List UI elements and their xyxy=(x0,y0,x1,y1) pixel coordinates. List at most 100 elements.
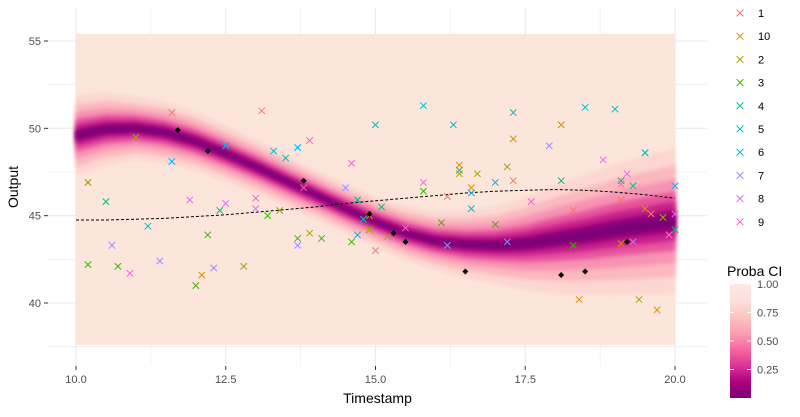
colorbar-tick-label: 1.00 xyxy=(757,279,778,291)
cross-stroke xyxy=(491,178,499,187)
scatter-point-2 xyxy=(276,206,284,214)
scatter-point-6 xyxy=(467,189,475,197)
cross-stroke xyxy=(509,135,517,143)
cross-stroke xyxy=(443,241,451,249)
legend-item-9: 9 xyxy=(736,217,764,229)
scatter-point-2 xyxy=(659,213,667,221)
scatter-point-5 xyxy=(144,222,152,230)
legend-key-stroke xyxy=(736,125,744,133)
scatter-point-3 xyxy=(294,234,302,242)
legend-label: 2 xyxy=(758,54,764,66)
legend-key-stroke xyxy=(736,55,744,64)
cross-stroke xyxy=(671,210,679,218)
legend-item-1: 1 xyxy=(736,8,764,20)
legend-label: 1 xyxy=(758,8,764,20)
scatter-point-9 xyxy=(252,194,260,202)
legend-key-stroke xyxy=(736,32,744,40)
scatter-point-1 xyxy=(569,206,577,214)
legend-item-3: 3 xyxy=(736,78,764,90)
y-axis-title: Output xyxy=(5,166,21,208)
cross-stroke xyxy=(156,257,164,265)
cross-stroke xyxy=(419,102,427,110)
cross-stroke xyxy=(294,241,302,249)
x-axis-title: Timestamp xyxy=(343,390,412,406)
cross-stroke xyxy=(401,224,410,232)
legend-label: 4 xyxy=(758,101,764,113)
cross-stroke xyxy=(629,182,637,190)
y-tick-label: 50 xyxy=(29,123,41,135)
scatter-point-2 xyxy=(455,170,463,178)
cross-stroke xyxy=(126,269,134,277)
cross-stroke xyxy=(294,143,302,152)
observed-points xyxy=(174,127,631,279)
legend-label: 6 xyxy=(758,147,764,159)
cross-stroke xyxy=(252,194,260,202)
legend-label: 7 xyxy=(758,170,764,182)
scatter-point-4 xyxy=(557,177,565,185)
scatter-point-8 xyxy=(126,269,134,277)
cross-stroke xyxy=(186,196,194,204)
scatter-point-5 xyxy=(371,121,380,129)
scatter-point-3 xyxy=(419,187,427,195)
scatter-point-8 xyxy=(222,199,230,207)
scatter-point-1 xyxy=(617,196,625,204)
scatter-point-1 xyxy=(168,109,176,117)
cross-stroke xyxy=(617,240,625,248)
scatter-point-10 xyxy=(617,240,625,248)
scatter-point-2 xyxy=(473,170,481,178)
scatter-points xyxy=(84,102,679,314)
scatter-point-7 xyxy=(545,142,553,150)
scatter-point-7 xyxy=(294,241,302,249)
cross-stroke xyxy=(503,238,511,246)
scatter-point-5 xyxy=(282,154,290,162)
cross-stroke xyxy=(282,154,290,162)
colorbar-legend: Proba CI 0.25 0.50 0.75 1.00 xyxy=(727,263,782,398)
colorbar-tick-label: 0.25 xyxy=(757,365,778,377)
cross-stroke xyxy=(114,262,122,270)
cross-stroke xyxy=(222,199,230,207)
scatter-point-4 xyxy=(455,166,463,174)
scatter-point-2 xyxy=(383,233,392,241)
scatter-point-7 xyxy=(443,241,451,249)
cross-stroke xyxy=(665,231,673,239)
cross-stroke xyxy=(108,241,116,249)
cross-stroke xyxy=(102,198,110,206)
scatter-point-4 xyxy=(629,182,637,190)
cross-stroke xyxy=(467,184,475,192)
scatter-point-10 xyxy=(653,306,661,314)
observed-point xyxy=(624,238,631,245)
y-tick-label: 55 xyxy=(29,36,41,48)
axes: 10.0 12.5 15.0 17.5 20.0 40 45 50 55 Timestamp Out… xyxy=(5,36,686,406)
cross-stroke xyxy=(617,180,625,188)
cross-stroke xyxy=(503,163,511,171)
y-tick-label: 45 xyxy=(29,211,41,223)
scatter-point-3 xyxy=(84,261,92,269)
scatter-point-10 xyxy=(575,295,583,304)
scatter-point-6 xyxy=(353,231,362,239)
scatter-point-9 xyxy=(401,224,410,232)
x-tick-label: 20.0 xyxy=(664,374,685,386)
scatter-point-9 xyxy=(300,184,308,192)
scatter-point-1 xyxy=(509,177,517,185)
cross-stroke xyxy=(84,261,92,269)
scatter-point-1 xyxy=(371,247,380,255)
legend-item-8: 8 xyxy=(736,194,764,206)
cross-stroke xyxy=(509,177,517,185)
cross-stroke xyxy=(641,149,649,157)
scatter-point-3 xyxy=(437,219,445,227)
scatter-point-5 xyxy=(611,105,619,113)
cross-stroke xyxy=(168,109,176,117)
scatter-point-6 xyxy=(491,178,499,187)
scatter-point-10 xyxy=(557,121,565,129)
cross-stroke xyxy=(359,215,368,223)
legend-label: 10 xyxy=(758,31,770,43)
cross-stroke xyxy=(347,238,356,246)
cross-stroke xyxy=(84,178,92,187)
cross-stroke xyxy=(449,121,457,129)
cross-stroke xyxy=(306,229,314,237)
scatter-point-2 xyxy=(635,295,643,304)
cross-stroke xyxy=(455,170,463,178)
legend-key-stroke xyxy=(736,171,744,180)
cross-stroke xyxy=(306,137,314,145)
